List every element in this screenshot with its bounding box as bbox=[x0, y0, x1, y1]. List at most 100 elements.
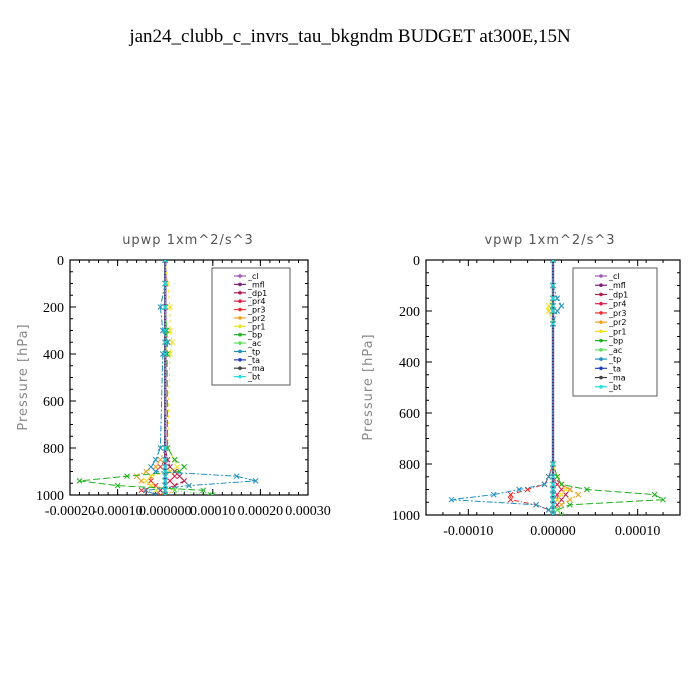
upwp-series-point-pr1 bbox=[143, 478, 150, 484]
vpwp-legend-label: _ac bbox=[608, 346, 622, 355]
upwp-series-point-pr1 bbox=[164, 280, 171, 287]
upwp-legend-label: _pr3 bbox=[247, 306, 265, 315]
vpwp-series-group bbox=[448, 260, 666, 515]
vpwp-series-point-bp bbox=[660, 496, 666, 503]
vpwp-legend-label: _pr3 bbox=[608, 309, 626, 318]
vpwp-series-point-bt bbox=[550, 320, 556, 327]
vpwp-series-point-tp bbox=[554, 308, 561, 314]
vpwp-legend-label: _bt bbox=[608, 383, 621, 392]
vpwp-series-point-bt bbox=[550, 501, 556, 508]
figure-title: jan24_clubb_c_invrs_tau_bkgndm BUDGET at… bbox=[128, 26, 571, 47]
upwp-legend-label: _ta bbox=[247, 356, 260, 365]
upwp-legend-label: _bt bbox=[247, 373, 260, 382]
upwp-series-point-tp bbox=[148, 463, 154, 470]
upwp-series-point-bt bbox=[162, 482, 169, 489]
vpwp-legend: _cl_mfl_dp1_pr4_pr3_pr2_pr1_bp_ac_tp_ta_… bbox=[572, 267, 658, 397]
vpwp-series-point-pr4 bbox=[554, 481, 561, 488]
vpwp-series-point-tp bbox=[490, 491, 497, 498]
upwp-series-point-pr3 bbox=[157, 463, 164, 470]
vpwp-legend-label: _pr2 bbox=[608, 318, 626, 327]
vpwp-series-point-pr3 bbox=[507, 491, 514, 498]
upwp-legend-label: _pr4 bbox=[247, 297, 265, 306]
vpwp-legend-marker bbox=[599, 375, 603, 380]
upwp-series-point-bp bbox=[124, 473, 130, 480]
vpwp-panel: vpwp 1xm^2/s^3 Pressure [hPa] 0 200 400 600… bbox=[361, 233, 681, 539]
upwp-x-tick-label: -0.00020 bbox=[45, 504, 95, 519]
upwp-series-point-pr1 bbox=[169, 339, 176, 346]
upwp-series-point-bt bbox=[162, 456, 169, 463]
vpwp-series-point-pr1 bbox=[558, 491, 565, 498]
upwp-series-point-bp bbox=[200, 487, 207, 494]
vpwp-legend-label: _dp1 bbox=[608, 290, 628, 299]
upwp-y-tick-label: 1000 bbox=[36, 489, 64, 504]
vpwp-series-point-bt bbox=[550, 481, 556, 488]
upwp-series-point-dp1 bbox=[176, 473, 183, 480]
vpwp-y-tick-label: 1000 bbox=[392, 509, 420, 524]
vpwp-legend-label: _tp bbox=[608, 355, 621, 364]
vpwp-series-point-pr4 bbox=[554, 491, 561, 498]
upwp-series-point-bt bbox=[162, 463, 169, 470]
upwp-series-line-tp bbox=[144, 260, 256, 495]
vpwp-legend-label: _bp bbox=[608, 337, 623, 346]
upwp-series-point-bt bbox=[162, 492, 169, 495]
vpwp-series-point-tp bbox=[533, 501, 539, 508]
upwp-series-point-tp bbox=[152, 492, 159, 495]
upwp-series-point-pr2 bbox=[152, 463, 159, 470]
vpwp-legend-label: _mfl bbox=[608, 281, 626, 290]
vpwp-series-point-dp1 bbox=[554, 501, 561, 508]
vpwp-series-point-bt bbox=[550, 507, 556, 513]
upwp-series-point-tp bbox=[233, 473, 240, 480]
upwp-legend-marker bbox=[238, 290, 242, 295]
vpwp-legend-marker bbox=[599, 338, 603, 343]
vpwp-legend-marker bbox=[599, 301, 603, 306]
upwp-legend-marker bbox=[238, 316, 242, 320]
upwp-series-point-pr3 bbox=[138, 487, 145, 494]
vpwp-legend-marker bbox=[599, 357, 603, 361]
upwp-legend-marker bbox=[238, 274, 242, 278]
upwp-series-point-bp bbox=[181, 463, 188, 470]
upwp-legend-marker bbox=[238, 374, 242, 379]
vpwp-legend-label: _ta bbox=[608, 364, 621, 373]
vpwp-y-axis-label: Pressure [hPa] bbox=[361, 333, 376, 440]
upwp-y-tick-label: 200 bbox=[43, 301, 64, 316]
vpwp-series-line-pr3 bbox=[510, 260, 554, 515]
upwp-legend-marker bbox=[238, 341, 242, 345]
vpwp-legend-marker bbox=[599, 320, 603, 324]
vpwp-series-point-pr2 bbox=[567, 486, 573, 493]
vpwp-y-tick-label: 600 bbox=[399, 407, 420, 422]
upwp-legend-label: _bp bbox=[247, 331, 262, 340]
vpwp-y-tick-label: 400 bbox=[399, 356, 420, 371]
upwp-series-point-tp bbox=[186, 482, 192, 489]
vpwp-legend-marker bbox=[599, 348, 603, 352]
upwp-series-point-bt bbox=[162, 473, 169, 480]
upwp-legend-marker bbox=[238, 299, 242, 303]
upwp-legend-marker bbox=[238, 366, 242, 371]
vpwp-series-point-pr2 bbox=[567, 496, 573, 503]
upwp-series-point-pr1 bbox=[167, 468, 173, 475]
upwp-series-line-ac bbox=[164, 260, 213, 495]
upwp-y-tick-label: 0 bbox=[57, 254, 64, 269]
upwp-series-point-dp1 bbox=[167, 463, 173, 470]
upwp-series-point-bt bbox=[162, 327, 169, 334]
vpwp-legend-marker bbox=[599, 292, 603, 297]
upwp-series-point-bt bbox=[162, 478, 169, 484]
upwp-series-point-dp1 bbox=[181, 478, 188, 484]
upwp-x-tick-label: 0.000000 bbox=[139, 504, 192, 519]
vpwp-legend-marker bbox=[599, 274, 603, 278]
vpwp-series-point-pr1 bbox=[562, 486, 569, 493]
vpwp-y-tick-label: 200 bbox=[399, 305, 420, 320]
upwp-legend-label: _dp1 bbox=[247, 289, 267, 298]
vpwp-series-point-bt bbox=[550, 496, 556, 503]
upwp-series-point-bt bbox=[162, 445, 169, 451]
upwp-legend-marker bbox=[238, 307, 242, 312]
upwp-legend-label: _pr1 bbox=[247, 322, 265, 331]
vpwp-legend-label: _ma bbox=[608, 374, 626, 383]
upwp-series-point-bt bbox=[162, 468, 169, 475]
vpwp-series-point-bp bbox=[554, 473, 561, 480]
vpwp-series-point-dp1 bbox=[558, 496, 565, 503]
vpwp-series-point-ac bbox=[554, 507, 561, 513]
upwp-series-point-pr2 bbox=[133, 473, 140, 480]
upwp-series-point-tp bbox=[143, 487, 150, 494]
upwp-panel-title: upwp 1xm^2/s^3 bbox=[122, 233, 254, 248]
upwp-series-point-pr2 bbox=[138, 478, 145, 484]
